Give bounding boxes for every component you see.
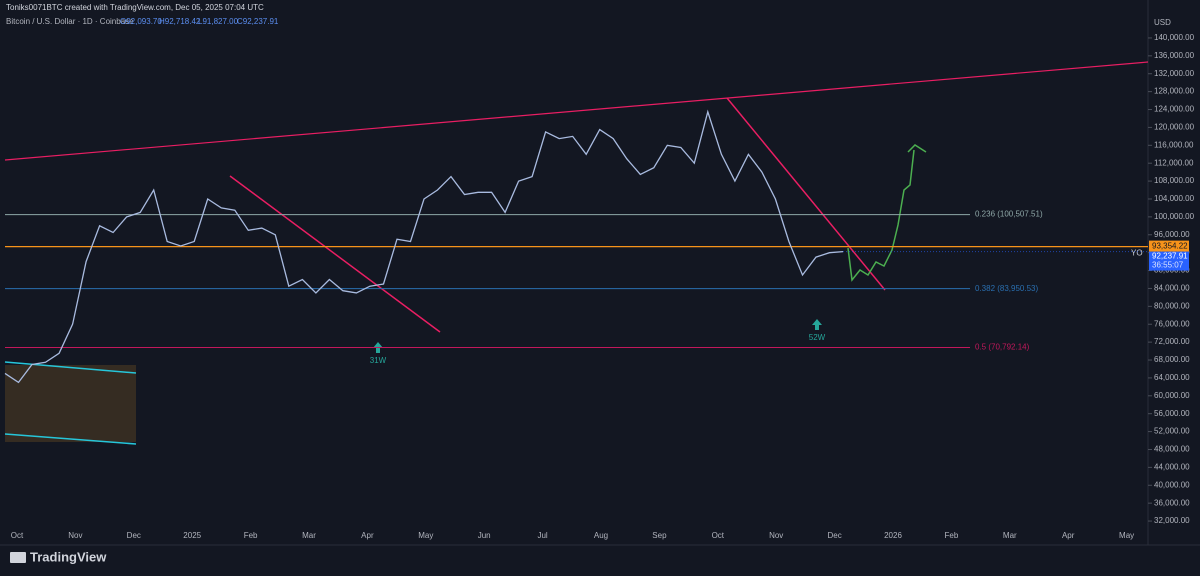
- y-tick-label: 100,000.00: [1154, 212, 1195, 221]
- y-tick-label: 48,000.00: [1154, 445, 1190, 454]
- ohlc-value: C92,237.91: [237, 17, 279, 26]
- y-tick-label: 68,000.00: [1154, 355, 1190, 364]
- x-tick-label: Nov: [68, 531, 82, 540]
- y-tick-label: 140,000.00: [1154, 33, 1195, 42]
- projection: [847, 149, 915, 282]
- brand: TradingView: [30, 549, 107, 564]
- x-tick-label: Jun: [478, 531, 491, 540]
- y-tick-label: 104,000.00: [1154, 194, 1195, 203]
- y-tick-label: 80,000.00: [1154, 301, 1190, 310]
- x-tick-label: Mar: [1003, 531, 1017, 540]
- trendline: [229, 175, 441, 333]
- y-tick-label: 116,000.00: [1154, 140, 1194, 149]
- trendline: [726, 97, 886, 291]
- x-tick-label: Dec: [127, 531, 141, 540]
- annotation: 31W: [370, 356, 387, 365]
- price-tag-label: 92,237.91: [1152, 252, 1188, 261]
- y-tick-label: 56,000.00: [1154, 409, 1190, 418]
- y-tick-label: 124,000.00: [1154, 105, 1195, 114]
- y-tick-label: 132,000.00: [1154, 69, 1195, 78]
- y-tick-label: 60,000.00: [1154, 391, 1190, 400]
- y-tick-label: 96,000.00: [1154, 230, 1190, 239]
- channel-line: [4, 361, 137, 374]
- x-tick-label: Feb: [945, 531, 959, 540]
- y-tick-label: 128,000.00: [1154, 87, 1195, 96]
- y-tick-label: 112,000.00: [1154, 158, 1194, 167]
- fib-label: 0.382 (83,950.53): [975, 284, 1038, 293]
- x-tick-label: Aug: [594, 531, 608, 540]
- y-tick-label: 32,000.00: [1154, 516, 1190, 525]
- y-tick-label: 136,000.00: [1154, 51, 1195, 60]
- fib-label: 0.236 (100,507.51): [975, 210, 1043, 219]
- x-tick-label: Jul: [537, 531, 547, 540]
- x-tick-label: Sep: [652, 531, 667, 540]
- y-tick-label: 40,000.00: [1154, 480, 1190, 489]
- fib-label: 0.5 (70,792.14): [975, 343, 1030, 352]
- y-tick-label: 44,000.00: [1154, 462, 1190, 471]
- logo-icon: [10, 552, 26, 563]
- symbol: Bitcoin / U.S. Dollar · 1D · Coinbase: [6, 17, 134, 26]
- price-tag: [1149, 251, 1189, 271]
- range-box: [5, 365, 136, 442]
- x-tick-label: Apr: [361, 531, 374, 540]
- ohlc-value: L91,827.00: [198, 17, 239, 26]
- x-tick-label: Feb: [244, 531, 258, 540]
- x-tick-label: May: [1119, 531, 1134, 540]
- y-tick-label: 36,000.00: [1154, 498, 1190, 507]
- x-tick-label: Oct: [11, 531, 24, 540]
- y-tick-label: 76,000.00: [1154, 319, 1190, 328]
- price-tag-label: 93,354.22: [1152, 242, 1188, 251]
- level-note: YO: [1131, 249, 1143, 258]
- price-line: [4, 109, 844, 384]
- channel-line: [4, 433, 137, 445]
- annotation: 52W: [809, 333, 826, 342]
- x-tick-label: Dec: [827, 531, 841, 540]
- y-tick-label: 84,000.00: [1154, 284, 1190, 293]
- trendline: [4, 61, 1149, 161]
- x-tick-label: Mar: [302, 531, 316, 540]
- ohlc-value: H92,718.42: [159, 17, 201, 26]
- x-tick-label: Nov: [769, 531, 783, 540]
- x-tick-label: Apr: [1062, 531, 1075, 540]
- x-tick-label: 2025: [183, 531, 201, 540]
- y-tick-label: 108,000.00: [1154, 176, 1195, 185]
- y-tick-label: 52,000.00: [1154, 427, 1190, 436]
- x-tick-label: May: [418, 531, 433, 540]
- x-tick-label: 2026: [884, 531, 902, 540]
- y-tick-label: 120,000.00: [1154, 123, 1195, 132]
- countdown: 36:55:07: [1152, 261, 1184, 270]
- projection-arrow: [907, 144, 927, 153]
- ohlc-value: O92,093.70: [120, 17, 162, 26]
- x-tick-label: Oct: [712, 531, 725, 540]
- price-tag: [1149, 240, 1189, 252]
- y-tick-label: 64,000.00: [1154, 373, 1190, 382]
- author-line: Toniks0071BTC created with TradingView.c…: [6, 3, 264, 12]
- currency: USD: [1154, 18, 1171, 27]
- y-tick-label: 72,000.00: [1154, 337, 1190, 346]
- arrow-up: [812, 319, 822, 330]
